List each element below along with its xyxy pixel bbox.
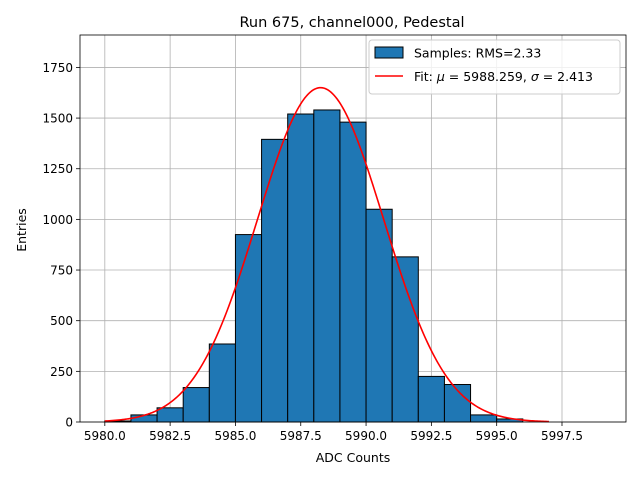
x-tick-label: 5990.0 [345, 429, 387, 443]
x-tick-label: 5985.0 [214, 429, 256, 443]
plot-frame [79, 34, 627, 423]
histogram-bar [391, 256, 419, 423]
y-tick-label: 250 [50, 365, 73, 379]
gaussian-fit [104, 86, 549, 423]
y-tick-label: 0 [65, 416, 73, 430]
legend-fit-sigma-value: = 2.413 [539, 69, 593, 84]
histogram-bar [261, 138, 289, 423]
y-tick-label: 750 [50, 264, 73, 278]
legend: Samples: RMS=2.33 Fit: μ = 5988.259, σ =… [368, 39, 621, 95]
histogram-bar [234, 234, 263, 423]
legend-fit-mu-symbol: μ [436, 69, 445, 84]
histogram-bar [365, 208, 393, 423]
y-tick-label: 1250 [42, 162, 73, 176]
x-axis-label: ADC Counts [316, 450, 391, 465]
legend-swatch-samples [374, 46, 404, 59]
x-tick-label: 5992.5 [410, 429, 452, 443]
legend-box [368, 39, 621, 95]
legend-label-fit: Fit: μ = 5988.259, σ = 2.413 [414, 69, 593, 84]
x-tick-label: 5982.5 [149, 429, 191, 443]
histogram-bar [417, 375, 445, 423]
y-tick-label: 500 [50, 314, 73, 328]
y-axis-ticks: 0 250 500 750 1000 1250 1500 1750 [42, 61, 80, 430]
chart-title: Run 675, channel000, Pedestal [239, 15, 464, 31]
histogram-bar [470, 414, 498, 423]
legend-fit-mu-value: = 5988.259, [445, 69, 531, 84]
y-axis-label: Entries [14, 208, 29, 252]
x-tick-label: 5997.5 [541, 429, 583, 443]
fit-curve [104, 86, 549, 423]
y-tick-label: 1000 [42, 213, 73, 227]
x-tick-label: 5980.0 [84, 429, 126, 443]
y-tick-label: 1750 [42, 61, 73, 75]
y-tick-label: 1500 [42, 112, 73, 126]
histogram-bar [287, 113, 315, 423]
x-axis-ticks: 5980.0 5982.5 5985.0 5987.5 5990.0 5992.5 5995… [84, 422, 583, 443]
legend-label-samples: Samples: RMS=2.33 [414, 46, 541, 61]
legend-fit-sigma-symbol: σ [531, 69, 540, 84]
histogram-bars [104, 109, 524, 423]
histogram-bar [339, 121, 367, 423]
histogram-bar [156, 407, 184, 423]
x-tick-label: 5995.0 [476, 429, 518, 443]
legend-fit-prefix: Fit: [414, 69, 437, 84]
x-tick-label: 5987.5 [280, 429, 322, 443]
histogram-bar [313, 109, 341, 423]
histogram-bar [182, 387, 210, 423]
histogram-bar [208, 343, 236, 423]
